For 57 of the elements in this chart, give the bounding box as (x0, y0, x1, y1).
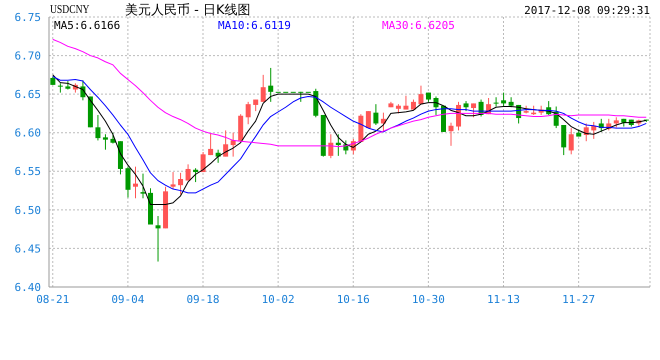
candlestick (178, 172, 184, 195)
x-tick-label: 10-16 (336, 292, 370, 306)
candlestick (471, 102, 476, 118)
annotation: 2017-12-08 09:29:31 (524, 4, 650, 17)
candlestick (125, 166, 130, 198)
candlestick (614, 116, 619, 128)
text: MA5:6.6166 (54, 19, 122, 32)
candlestick (561, 124, 566, 156)
x-tick-label: 10-02 (262, 292, 295, 306)
y-tick-label: 6.70 (14, 49, 41, 62)
candlestick (568, 128, 574, 155)
candlestick (448, 122, 454, 146)
candlestick (193, 168, 198, 183)
x-tick-label: 10-30 (412, 292, 445, 306)
candlestick (186, 164, 191, 182)
candlestick (253, 99, 258, 112)
x-tick-label: 09-04 (111, 292, 145, 306)
candlestick (396, 104, 401, 114)
candlestick (403, 95, 408, 110)
candlestick (208, 132, 214, 156)
y-tick-label: 6.45 (14, 242, 41, 256)
y-tick-label: 6.60 (14, 126, 41, 140)
candlestick (508, 96, 514, 108)
x-tick-label: 11-13 (486, 292, 520, 306)
candlestick (366, 110, 371, 129)
candlestick (268, 67, 274, 102)
x-tick-label: 11-27 (562, 292, 596, 306)
candlestick (501, 92, 506, 107)
y-tick-label: 6.55 (14, 165, 41, 178)
chart-title: 美元人民币 - 日K线图 (125, 2, 250, 19)
y-tick-label: 6.50 (14, 204, 41, 217)
candlestick (433, 96, 438, 116)
y-tick-label: 6.65 (14, 88, 41, 102)
y-tick-label: 6.75 (14, 10, 41, 24)
candlestick (260, 74, 266, 102)
candlestick (58, 82, 63, 94)
candlestick (328, 134, 334, 159)
candlestick (494, 96, 499, 107)
candlestick (418, 85, 424, 105)
candlestick (156, 216, 161, 262)
candlestick (132, 166, 138, 199)
y-tick-label: 6.40 (14, 280, 41, 294)
candlestick (230, 132, 236, 158)
candlestick (95, 114, 100, 141)
candlestick (140, 173, 146, 199)
text: MA10:6.6119 (218, 19, 292, 32)
text: MA30:6.6205 (382, 19, 456, 32)
candlestick (426, 92, 431, 102)
text: USDCNY (50, 2, 90, 17)
candlestick (246, 101, 251, 125)
candlestick (531, 105, 536, 116)
x-tick-label: 08-21 (36, 292, 70, 306)
candlestick (373, 104, 378, 126)
candlestick (464, 100, 469, 112)
candlestick (298, 91, 304, 102)
candlestick (336, 134, 341, 156)
x-tick-label: 09-18 (186, 292, 220, 306)
